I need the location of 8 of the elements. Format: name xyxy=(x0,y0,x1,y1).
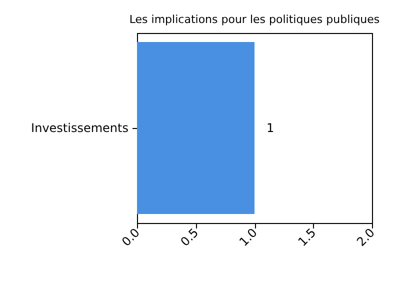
x-tick-label: 1.0 xyxy=(236,226,260,249)
x-tick-label: 2.0 xyxy=(354,226,378,249)
chart-title: Les implications pour les politiques publiques xyxy=(129,13,380,26)
x-tick-label: 1.5 xyxy=(295,226,319,249)
x-tick-label: 0.5 xyxy=(178,226,202,249)
y-tick-label: Investissements xyxy=(31,121,128,135)
x-tick-label: 0.0 xyxy=(119,226,142,249)
data-label: 1 xyxy=(266,121,274,135)
